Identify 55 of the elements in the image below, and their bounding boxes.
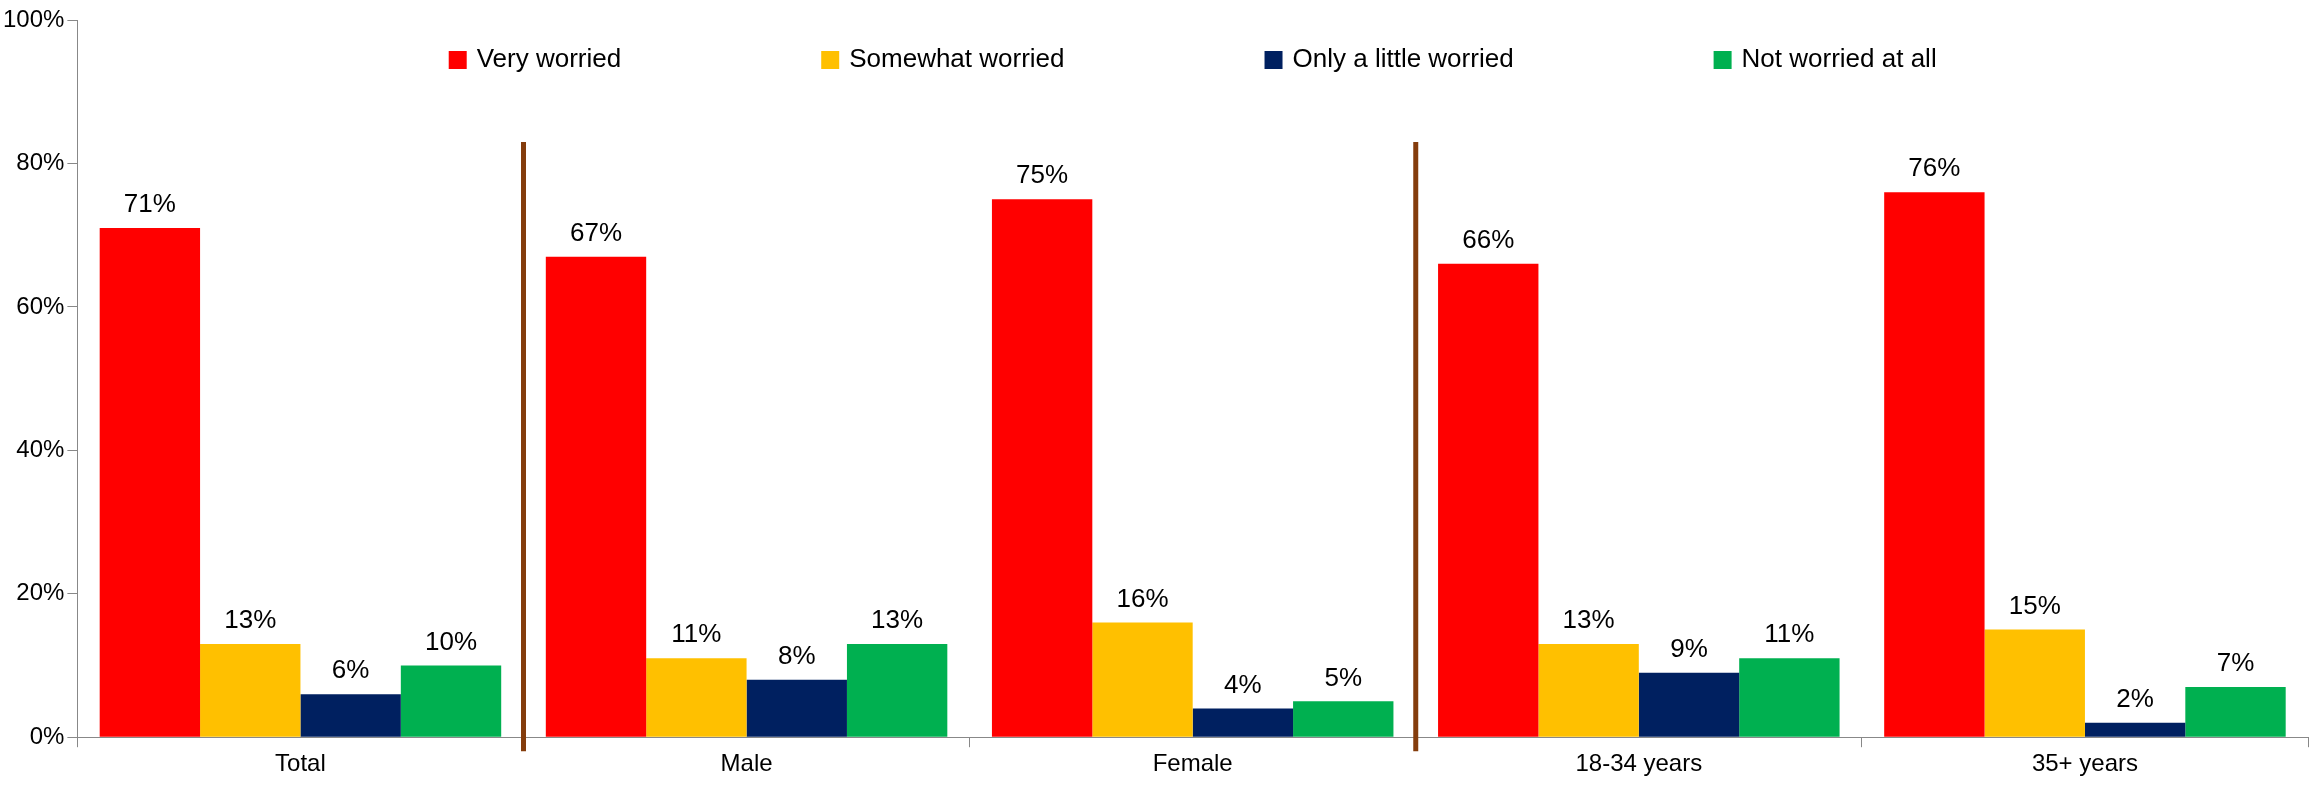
bar: [1739, 658, 1840, 737]
legend-label: Not worried at all: [1741, 43, 1937, 74]
bar: [1638, 672, 1740, 737]
bar: [746, 679, 847, 737]
bar: [99, 227, 201, 737]
data-label: 16%: [1116, 582, 1169, 613]
legend-label: Somewhat worried: [849, 43, 1065, 74]
data-label: 66%: [1462, 224, 1515, 255]
bar: [646, 658, 747, 737]
data-label: 8%: [777, 640, 816, 670]
bar: [1984, 629, 2085, 737]
bar: [1293, 701, 1394, 737]
data-label: 76%: [1908, 152, 1961, 183]
legend-label: Only a little worried: [1292, 43, 1514, 74]
bar: [1884, 192, 1985, 737]
x-tick-label: 18-34 years: [1575, 749, 1703, 777]
data-label: 11%: [671, 618, 722, 649]
bar: [1092, 622, 1193, 737]
data-label: 13%: [224, 604, 277, 635]
data-label: 9%: [1670, 632, 1708, 663]
data-label: 75%: [1016, 159, 1069, 190]
data-label: 6%: [331, 654, 370, 685]
data-label: 2%: [2116, 683, 2154, 714]
data-label: 67%: [569, 216, 623, 247]
bar: [2185, 687, 2286, 737]
bar: [200, 643, 301, 737]
bar: [991, 199, 1093, 737]
bar: [2084, 722, 2186, 737]
data-label: 4%: [1224, 668, 1262, 699]
legend-label: Very worried: [476, 43, 622, 74]
bar: [1192, 708, 1294, 737]
y-tick-label: 40%: [16, 434, 65, 462]
bar: [400, 665, 502, 737]
bar: [846, 643, 948, 737]
data-label: 5%: [1324, 661, 1363, 692]
x-tick-label: Female: [1152, 749, 1233, 777]
data-label: 11%: [1764, 618, 1815, 649]
bar: [1538, 643, 1639, 737]
data-label: 7%: [2216, 647, 2255, 678]
bar: [300, 694, 401, 737]
data-label: 15%: [2008, 589, 2061, 620]
y-tick-label: 100%: [2, 4, 65, 32]
x-tick-label: Total: [275, 749, 326, 777]
data-label: 71%: [123, 188, 176, 219]
y-tick-label: 80%: [16, 148, 65, 176]
x-tick-label: 35+ years: [2031, 749, 2138, 777]
bar: [545, 256, 647, 737]
y-tick-label: 60%: [16, 291, 65, 319]
y-tick-label: 20%: [16, 578, 65, 606]
y-tick-label: 0%: [29, 721, 65, 749]
bar: [1438, 263, 1539, 737]
data-label: 10%: [424, 625, 478, 656]
data-label: 13%: [871, 604, 924, 635]
data-label: 13%: [1562, 604, 1615, 635]
x-tick-label: Male: [720, 749, 773, 777]
